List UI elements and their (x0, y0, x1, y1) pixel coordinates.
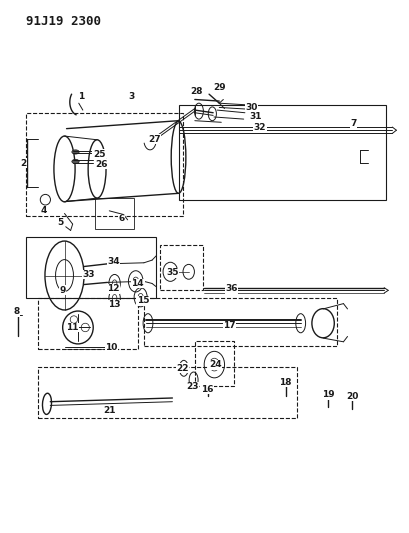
Text: 11: 11 (66, 323, 79, 332)
Text: 16: 16 (200, 385, 213, 394)
Text: 19: 19 (321, 390, 333, 399)
Ellipse shape (325, 390, 330, 394)
Text: 24: 24 (208, 360, 221, 369)
Bar (26, 113, 182, 216)
Text: 20: 20 (345, 392, 358, 401)
Bar (38, 367, 296, 418)
Text: 8: 8 (14, 307, 20, 316)
Text: 12: 12 (107, 284, 119, 293)
Text: 5: 5 (57, 218, 63, 227)
Bar (178, 105, 385, 200)
Text: 34: 34 (107, 257, 119, 265)
Text: 29: 29 (212, 83, 225, 92)
Text: 33: 33 (83, 270, 95, 279)
Text: 35: 35 (166, 268, 178, 277)
Text: 18: 18 (279, 377, 291, 386)
Text: 1: 1 (77, 92, 84, 101)
Text: 21: 21 (103, 406, 115, 415)
Text: 14: 14 (131, 279, 144, 288)
Text: 10: 10 (105, 343, 117, 352)
Bar (194, 341, 233, 386)
Text: 22: 22 (176, 364, 189, 373)
Text: 4: 4 (41, 206, 47, 215)
Text: 15: 15 (137, 296, 149, 305)
Text: 6: 6 (118, 214, 124, 223)
Text: 91J19 2300: 91J19 2300 (26, 14, 101, 28)
Ellipse shape (72, 150, 79, 154)
Text: 25: 25 (93, 150, 105, 159)
Bar (38, 298, 137, 349)
Text: 32: 32 (253, 123, 265, 132)
Text: 26: 26 (94, 160, 107, 168)
Bar (160, 245, 202, 290)
Bar (144, 298, 337, 346)
Ellipse shape (348, 391, 353, 395)
Text: 31: 31 (249, 112, 261, 122)
Text: 36: 36 (225, 284, 237, 293)
Text: 17: 17 (222, 321, 235, 330)
Bar (95, 198, 133, 229)
Text: 9: 9 (59, 286, 65, 295)
Text: 13: 13 (108, 300, 121, 309)
Text: 23: 23 (186, 382, 198, 391)
Bar (26, 237, 156, 298)
Ellipse shape (72, 159, 79, 164)
Text: 28: 28 (190, 87, 202, 96)
Text: 3: 3 (128, 92, 135, 101)
Ellipse shape (283, 378, 289, 383)
Text: 2: 2 (20, 159, 27, 167)
Text: 7: 7 (350, 119, 356, 128)
Text: 27: 27 (147, 135, 160, 144)
Text: 30: 30 (245, 103, 257, 112)
